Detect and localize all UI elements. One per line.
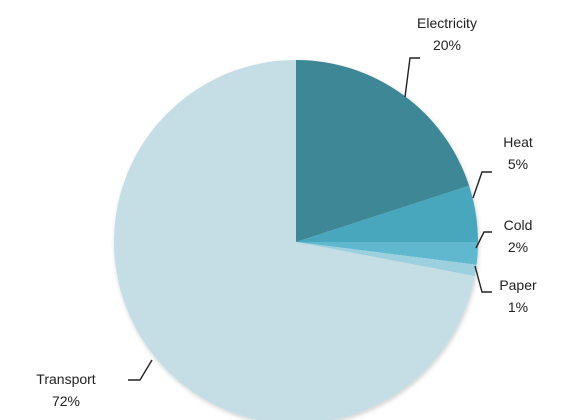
leader-line-electricity — [404, 57, 420, 98]
pie-slice-heat — [296, 185, 478, 242]
pie-slice-paper — [296, 242, 477, 277]
leader-line-cold — [475, 231, 492, 249]
pie-slice-transport — [114, 60, 475, 420]
slice-label-name-electricity: Electricity — [417, 15, 477, 31]
slice-label-value-paper: 1% — [508, 299, 528, 315]
slice-label-name-transport: Transport — [36, 371, 96, 387]
pie-slices — [114, 60, 478, 420]
slice-labels: Electricity 20% Heat 5% Cold 2% Paper 1% Transpo… — [36, 15, 537, 409]
slice-label-name-cold: Cold — [504, 217, 533, 233]
leader-line-transport — [128, 359, 153, 381]
slice-label-value-electricity: 20% — [433, 37, 461, 53]
slice-label-name-heat: Heat — [503, 134, 533, 150]
slice-label-name-paper: Paper — [499, 277, 537, 293]
leader-line-heat — [472, 171, 492, 199]
leader-lines — [128, 57, 492, 381]
pie-slice-cold — [296, 242, 478, 265]
slice-label-value-heat: 5% — [508, 156, 528, 172]
pie-slice-electricity — [296, 60, 470, 242]
slice-label-value-cold: 2% — [508, 239, 528, 255]
leader-line-paper — [474, 265, 492, 293]
slice-label-value-transport: 72% — [52, 393, 80, 409]
